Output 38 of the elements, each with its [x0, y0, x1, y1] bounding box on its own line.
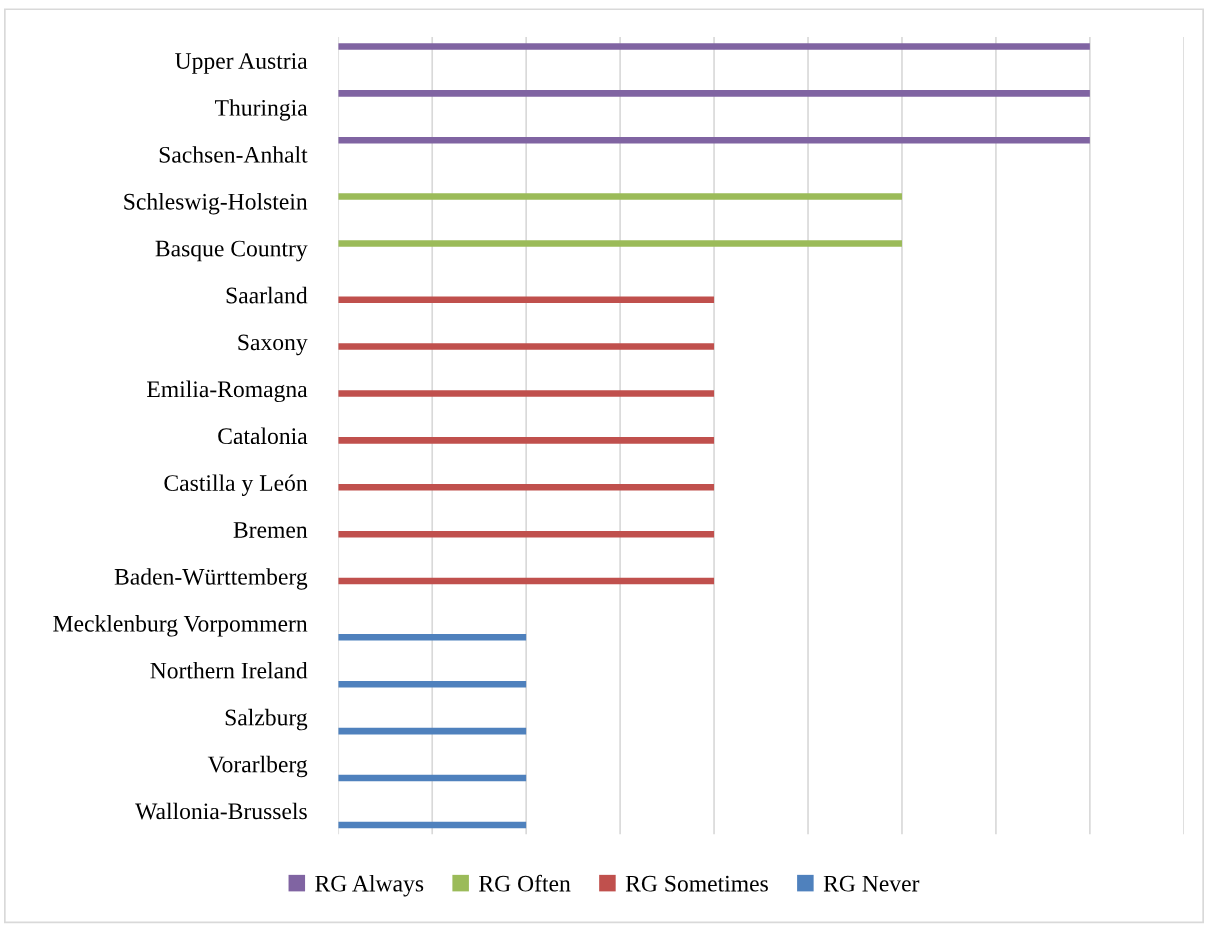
- y-tick-label: Basque Country: [155, 240, 308, 262]
- y-tick-label: Schleswig-Holstein: [124, 193, 308, 215]
- legend-label: RG Always: [315, 875, 424, 897]
- bar: [338, 483, 715, 491]
- bar: [338, 240, 902, 247]
- bar: [338, 136, 1090, 144]
- bar: [338, 343, 715, 350]
- y-tick-label: Bremen: [233, 522, 308, 538]
- bar: [338, 43, 1090, 50]
- y-tick-label: Saxony: [238, 334, 308, 356]
- bar: [338, 634, 527, 641]
- y-tick-label: Emilia-Romagna: [147, 380, 308, 403]
- bar: [338, 727, 527, 735]
- y-tick-label: Salzburg: [225, 708, 308, 731]
- y-tick-label: Thuringia: [215, 99, 308, 121]
- bar: [338, 437, 715, 444]
- bar: [338, 90, 1090, 97]
- y-tick-label: Vorarlberg: [207, 755, 308, 778]
- y-tick-label: Northern Ireland: [150, 661, 308, 679]
- y-tick-label: Castilla y León: [164, 474, 308, 496]
- bar: [338, 774, 527, 782]
- legend-label: RG Sometimes: [625, 875, 768, 892]
- bar: [338, 296, 715, 303]
- y-tick-label: Wallonia-Brussels: [135, 802, 307, 820]
- legend-label: RG Never: [823, 875, 920, 892]
- y-tick-label: Baden-Württemberg: [114, 568, 308, 590]
- y-tick-label: Sachsen-Anhalt: [159, 146, 308, 163]
- y-tick-label: Catalonia: [218, 427, 308, 445]
- bar: [338, 193, 902, 200]
- bar: [338, 577, 715, 585]
- y-tick-label: Upper Austria: [175, 53, 308, 74]
- y-tick-label: Saarland: [226, 286, 308, 304]
- bar: [338, 821, 527, 829]
- bar: [338, 680, 527, 688]
- y-tick-label: Mecklenburg Vorpommern: [53, 615, 308, 637]
- bar: [338, 530, 715, 538]
- legend-label: RG Often: [479, 874, 571, 892]
- bar: [338, 390, 715, 397]
